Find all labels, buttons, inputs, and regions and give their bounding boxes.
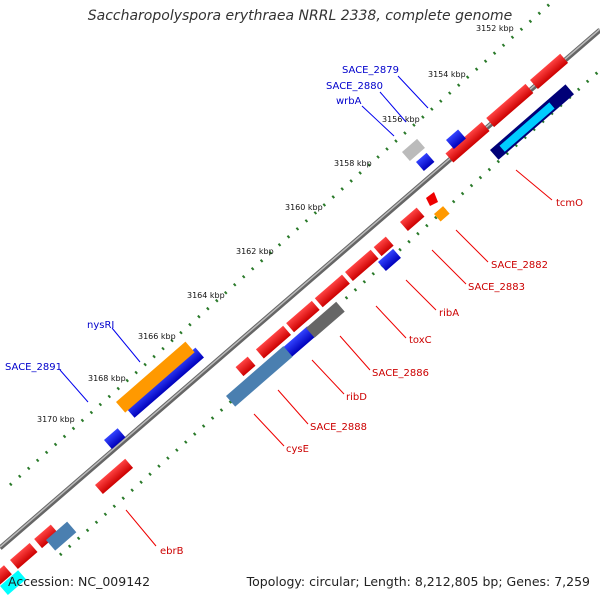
forward-genes[interactable]: [0, 53, 569, 588]
tick-label: 3156 kbp: [382, 115, 420, 124]
tick-label: 3164 kbp: [187, 291, 225, 300]
gene-bar: [314, 274, 350, 308]
gene-bar: [226, 346, 293, 407]
label-leader-lines: [59, 75, 553, 547]
tick-label: 3168 kbp: [88, 374, 126, 383]
gene-label-SACE_2886: SACE_2886: [372, 368, 429, 379]
gene-bar: [434, 206, 450, 222]
gene-bar: [402, 138, 425, 162]
gene-label-cysE: cysE: [286, 444, 309, 455]
gene-label-SACE_2888: SACE_2888: [310, 422, 367, 433]
gene-bar: [486, 83, 534, 128]
tick-label: 3158 kbp: [334, 159, 372, 168]
gene-bar: [378, 248, 401, 272]
gene-bar: [416, 152, 435, 172]
gene-bar: [280, 326, 316, 360]
gene-bar: [46, 521, 77, 551]
gene-label-SACE_2879: SACE_2879: [342, 65, 399, 76]
other-genes[interactable]: [0, 138, 450, 596]
tick-label: 3162 kbp: [236, 247, 274, 256]
gene-bar: [400, 207, 425, 232]
genome-title: Saccharopolyspora erythraea NRRL 2338, c…: [87, 8, 513, 24]
gene-label-tcmO: tcmO: [556, 198, 583, 209]
gene-bar: [0, 570, 26, 596]
gene-label-ribD: ribD: [346, 392, 367, 403]
gene-label-SACE_2882: SACE_2882: [491, 260, 548, 271]
gene-bar: [373, 236, 394, 257]
tick-label: 3160 kbp: [285, 203, 323, 212]
tick-labels: 3152 kbp 3154 kbp 3156 kbp 3158 kbp 3160…: [37, 24, 514, 424]
gene-bar: [530, 53, 569, 90]
accession-label: Accession: NC_009142: [8, 574, 151, 589]
gene-bar: [104, 428, 126, 450]
gene-bar: [0, 565, 12, 588]
tick-label: 3170 kbp: [37, 415, 75, 424]
gene-label-ebrB: ebrB: [160, 546, 184, 557]
reverse-genes[interactable]: [104, 84, 574, 450]
gene-label-SACE_2880: SACE_2880: [326, 81, 383, 92]
gene-bar: [306, 301, 345, 338]
outer-tick-ring: [9, 0, 553, 487]
gene-bar: [34, 524, 59, 549]
gene-label-wrbA: wrbA: [336, 96, 362, 107]
gene-label-ribA: ribA: [439, 308, 459, 319]
gene-label-SACE_2883: SACE_2883: [468, 282, 525, 293]
gene-bar: [445, 121, 490, 163]
gene-bar: [235, 356, 256, 377]
gene-bar: [446, 129, 466, 150]
gene-label-nysRI: nysRI: [87, 320, 114, 331]
gene-bar: [116, 341, 195, 413]
gene-bar: [126, 347, 204, 418]
gene-bar: [286, 300, 320, 333]
gene-bar: [255, 325, 291, 359]
gene-bar: [9, 542, 38, 570]
gene-labels[interactable]: SACE_2879 SACE_2880 wrbA nysRI SACE_2891…: [5, 65, 583, 557]
gene-label-toxC: toxC: [409, 335, 432, 346]
tick-label: 3166 kbp: [138, 332, 176, 341]
gene-bar: [345, 249, 379, 282]
tick-label: 3154 kbp: [428, 70, 466, 79]
gene-bar: [95, 458, 134, 495]
gene-label-SACE_2891: SACE_2891: [5, 362, 62, 373]
gene-arrow: [426, 192, 438, 206]
gene-bar: [499, 102, 555, 152]
tick-label: 3152 kbp: [476, 24, 514, 33]
genome-stats: Topology: circular; Length: 8,212,805 bp…: [246, 574, 590, 589]
